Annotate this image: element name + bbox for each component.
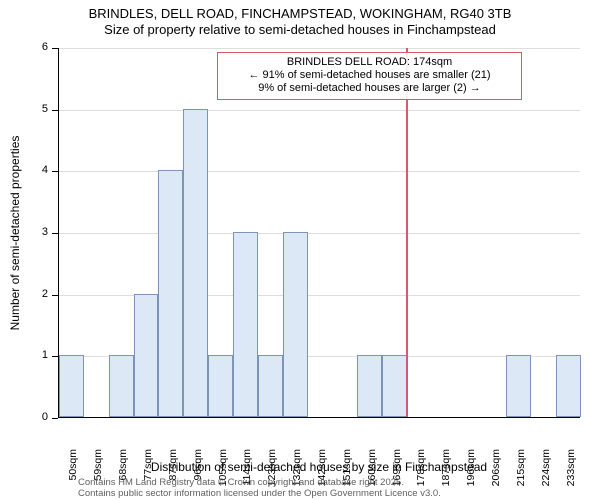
y-tick	[52, 233, 58, 234]
y-tick-label: 0	[30, 411, 48, 423]
reference-line	[406, 48, 408, 417]
histogram-bar	[556, 355, 581, 417]
y-tick-label: 3	[30, 226, 48, 238]
title-line-2: Size of property relative to semi-detach…	[0, 22, 600, 38]
histogram-bar	[158, 170, 183, 417]
y-tick	[52, 418, 58, 419]
histogram-bar	[258, 355, 283, 417]
y-tick	[52, 48, 58, 49]
grid-line	[59, 110, 580, 111]
annotation-box: BRINDLES DELL ROAD: 174sqm← 91% of semi-…	[217, 52, 522, 100]
x-axis-label: Distribution of semi-detached houses by …	[58, 460, 580, 474]
grid-line	[59, 171, 580, 172]
y-axis-label: Number of semi-detached properties	[8, 123, 22, 343]
x-tick-label: 187sqm	[440, 449, 452, 499]
y-tick	[52, 356, 58, 357]
x-tick-label: 196sqm	[465, 449, 477, 499]
y-tick-label: 2	[30, 288, 48, 300]
histogram-bar	[109, 355, 134, 417]
annotation-line-2: ← 91% of semi-detached houses are smalle…	[223, 69, 516, 82]
chart-title: BRINDLES, DELL ROAD, FINCHAMPSTEAD, WOKI…	[0, 6, 600, 39]
grid-line	[59, 233, 580, 234]
annotation-line-3: 9% of semi-detached houses are larger (2…	[223, 82, 516, 95]
y-tick-label: 1	[30, 349, 48, 361]
histogram-bar	[183, 109, 208, 417]
histogram-bar	[506, 355, 531, 417]
chart-container: BRINDLES, DELL ROAD, FINCHAMPSTEAD, WOKI…	[0, 0, 600, 500]
histogram-bar	[283, 232, 308, 417]
histogram-bar	[134, 294, 159, 417]
footnote-line-2: Contains public sector information licen…	[78, 489, 441, 500]
histogram-bar	[233, 232, 258, 417]
histogram-bar	[59, 355, 84, 417]
y-tick	[52, 295, 58, 296]
x-tick-label: 233sqm	[565, 449, 577, 499]
footnote: Contains HM Land Registry data © Crown c…	[78, 478, 441, 500]
grid-line	[59, 48, 580, 49]
x-tick-label: 224sqm	[540, 449, 552, 499]
y-tick-label: 6	[30, 41, 48, 53]
histogram-bar	[382, 355, 407, 417]
title-line-1: BRINDLES, DELL ROAD, FINCHAMPSTEAD, WOKI…	[0, 6, 600, 22]
histogram-bar	[208, 355, 233, 417]
x-tick-label: 215sqm	[515, 449, 527, 499]
y-tick-label: 4	[30, 164, 48, 176]
plot-area: BRINDLES DELL ROAD: 174sqm← 91% of semi-…	[58, 48, 580, 418]
annotation-line-1: BRINDLES DELL ROAD: 174sqm	[223, 56, 516, 69]
y-tick	[52, 171, 58, 172]
y-tick	[52, 110, 58, 111]
y-tick-label: 5	[30, 103, 48, 115]
x-tick-label: 206sqm	[490, 449, 502, 499]
histogram-bar	[357, 355, 382, 417]
